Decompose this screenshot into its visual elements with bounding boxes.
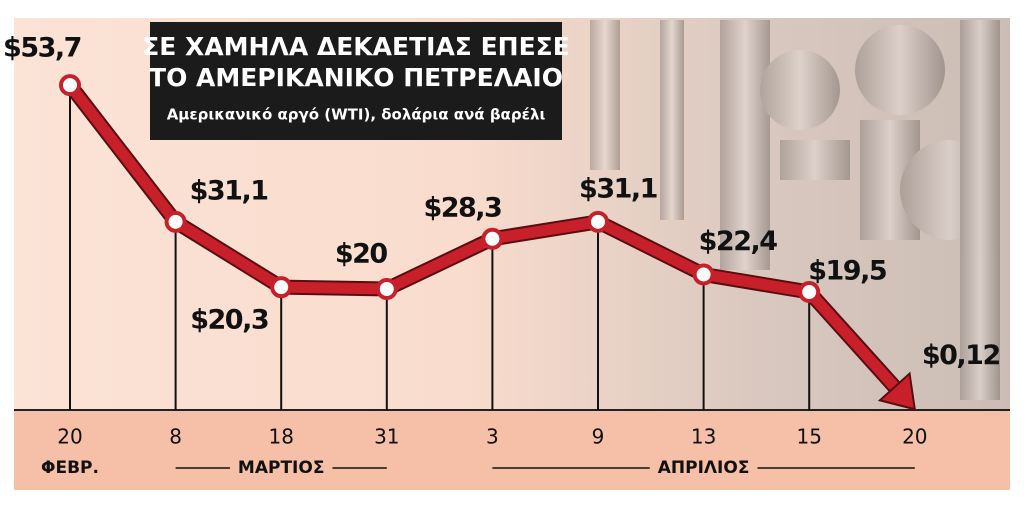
value-label: $0,12 bbox=[922, 340, 1000, 371]
point bbox=[692, 263, 715, 286]
x-tick-label: 9 bbox=[592, 425, 605, 449]
axis-band bbox=[14, 410, 1010, 490]
x-tick-label: 20 bbox=[57, 425, 82, 449]
value-label: $28,3 bbox=[423, 192, 501, 223]
x-tick-label: 13 bbox=[691, 425, 716, 449]
industrial-image bbox=[590, 20, 1000, 400]
point bbox=[59, 74, 81, 97]
subtitle: Αμερικανικό αργό (WTI), δολάρια ανά βαρέ… bbox=[167, 106, 546, 124]
title-line: ΣΕ ΧΑΜΗΛΑ ΔΕΚΑΕΤΙΑΣ ΕΠΕΣΕ bbox=[142, 32, 570, 61]
title-box bbox=[150, 22, 562, 140]
point bbox=[587, 210, 609, 233]
value-label: $31,1 bbox=[190, 175, 268, 206]
value-label: $31,1 bbox=[579, 173, 657, 204]
value-label: $22,4 bbox=[699, 226, 778, 257]
x-tick-label: 20 bbox=[902, 425, 927, 449]
month-label: ΑΠΡΙΛΙΟΣ bbox=[658, 458, 750, 478]
point bbox=[375, 278, 398, 300]
arrowhead bbox=[877, 371, 917, 411]
title-line: ΤΟ ΑΜΕΡΙΚΑΝΙΚΟ ΠΕΤΡΕΛΑΙΟ bbox=[149, 63, 563, 92]
point bbox=[481, 227, 504, 250]
point bbox=[798, 281, 821, 304]
x-tick-label: 15 bbox=[796, 425, 821, 449]
point bbox=[270, 276, 293, 299]
value-label: $20 bbox=[335, 239, 388, 270]
x-tick-label: 18 bbox=[268, 425, 293, 449]
month-label: ΦΕΒΡ. bbox=[41, 458, 99, 478]
value-label: $20,3 bbox=[190, 305, 268, 336]
value-label: $19,5 bbox=[808, 256, 886, 287]
value-label: $53,7 bbox=[3, 33, 81, 64]
point bbox=[164, 210, 187, 233]
x-tick-label: 8 bbox=[169, 425, 182, 449]
x-tick-label: 31 bbox=[374, 425, 399, 449]
month-label: ΜΑΡΤΙΟΣ bbox=[238, 458, 325, 478]
x-tick-label: 3 bbox=[486, 425, 499, 449]
